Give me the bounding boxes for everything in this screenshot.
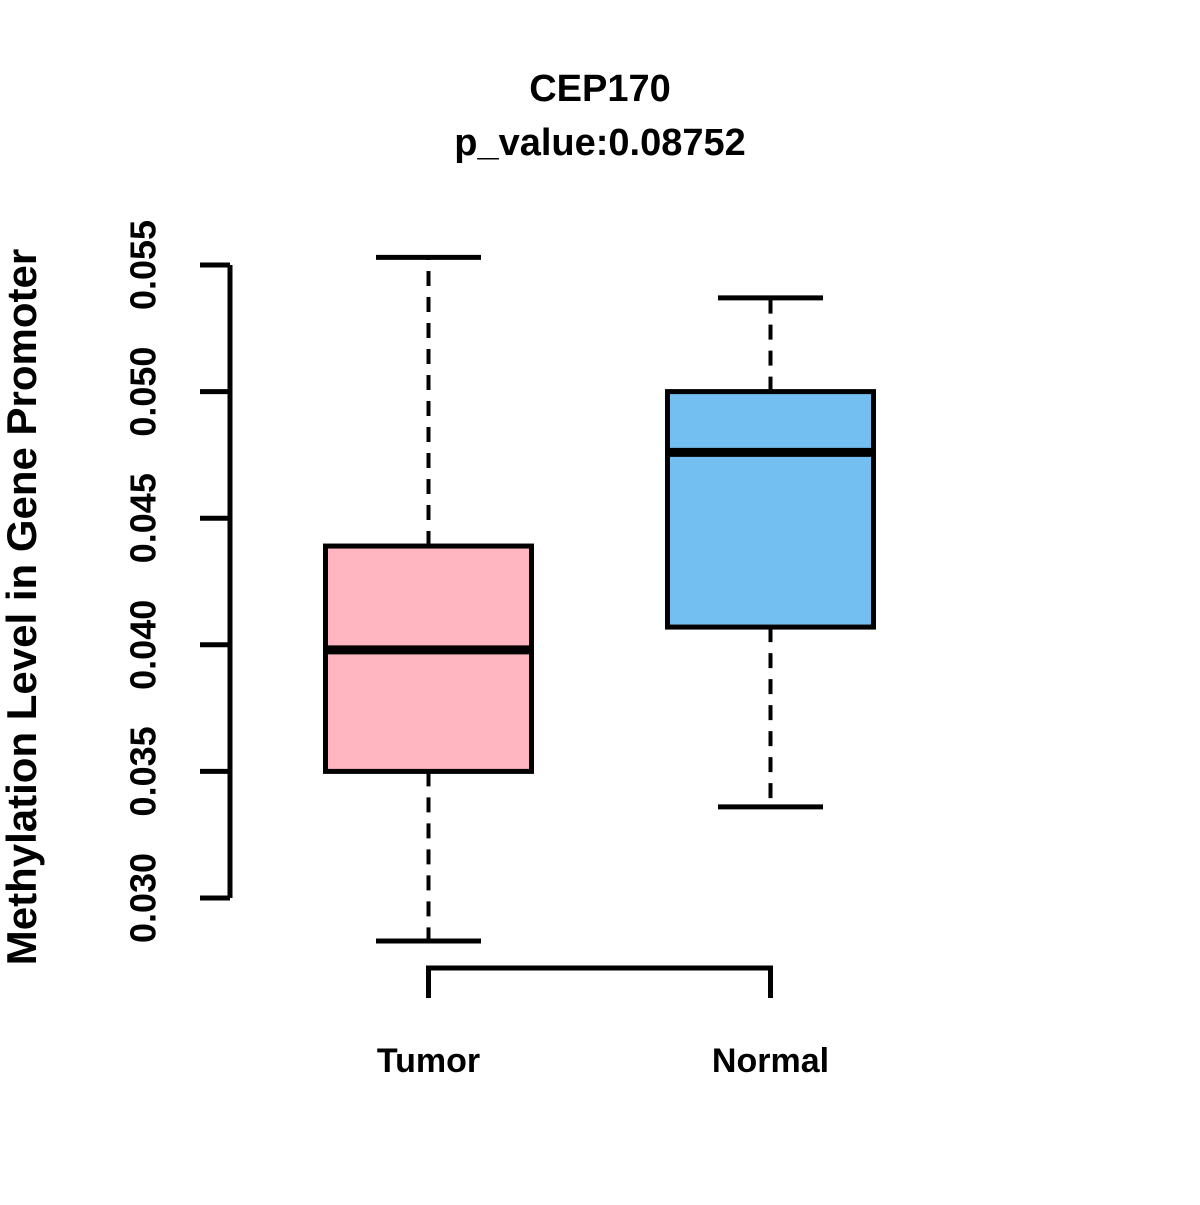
normal-boxplot [665, 295, 876, 810]
y-axis-tick-label: 0.030 [123, 853, 164, 943]
y-axis-tick-label: 0.055 [123, 220, 164, 310]
chart-title: CEP170 [529, 68, 671, 110]
y-axis-tick-label: 0.050 [123, 347, 164, 437]
x-axis: Tumor Normal [377, 965, 829, 1080]
box-series [323, 254, 876, 944]
y-axis-label: Methylation Level in Gene Promoter [0, 249, 45, 965]
y-axis-tick-label: 0.045 [123, 473, 164, 563]
tumor-boxplot [323, 254, 534, 944]
tumor-iqr-box [323, 543, 534, 774]
y-axis: 0.030 0.035 0.040 0.045 0.050 0.055 [123, 220, 233, 943]
x-category-label-tumor: Tumor [377, 1042, 480, 1080]
x-category-label-normal: Normal [712, 1042, 829, 1080]
chart-subtitle: p_value:0.08752 [454, 122, 746, 164]
x-axis-line [426, 965, 773, 998]
y-axis-tick-label: 0.035 [123, 726, 164, 816]
normal-iqr-box [665, 389, 876, 630]
y-axis-tick-label: 0.040 [123, 600, 164, 690]
